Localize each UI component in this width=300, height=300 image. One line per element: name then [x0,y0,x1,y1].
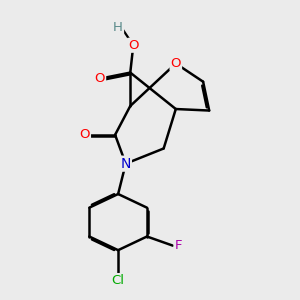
Text: O: O [80,128,90,141]
Text: O: O [171,57,181,70]
Text: O: O [95,72,105,85]
Text: H: H [113,21,123,34]
Text: Cl: Cl [112,274,124,287]
Text: F: F [175,239,182,252]
Text: N: N [121,157,131,171]
Text: O: O [128,39,139,52]
